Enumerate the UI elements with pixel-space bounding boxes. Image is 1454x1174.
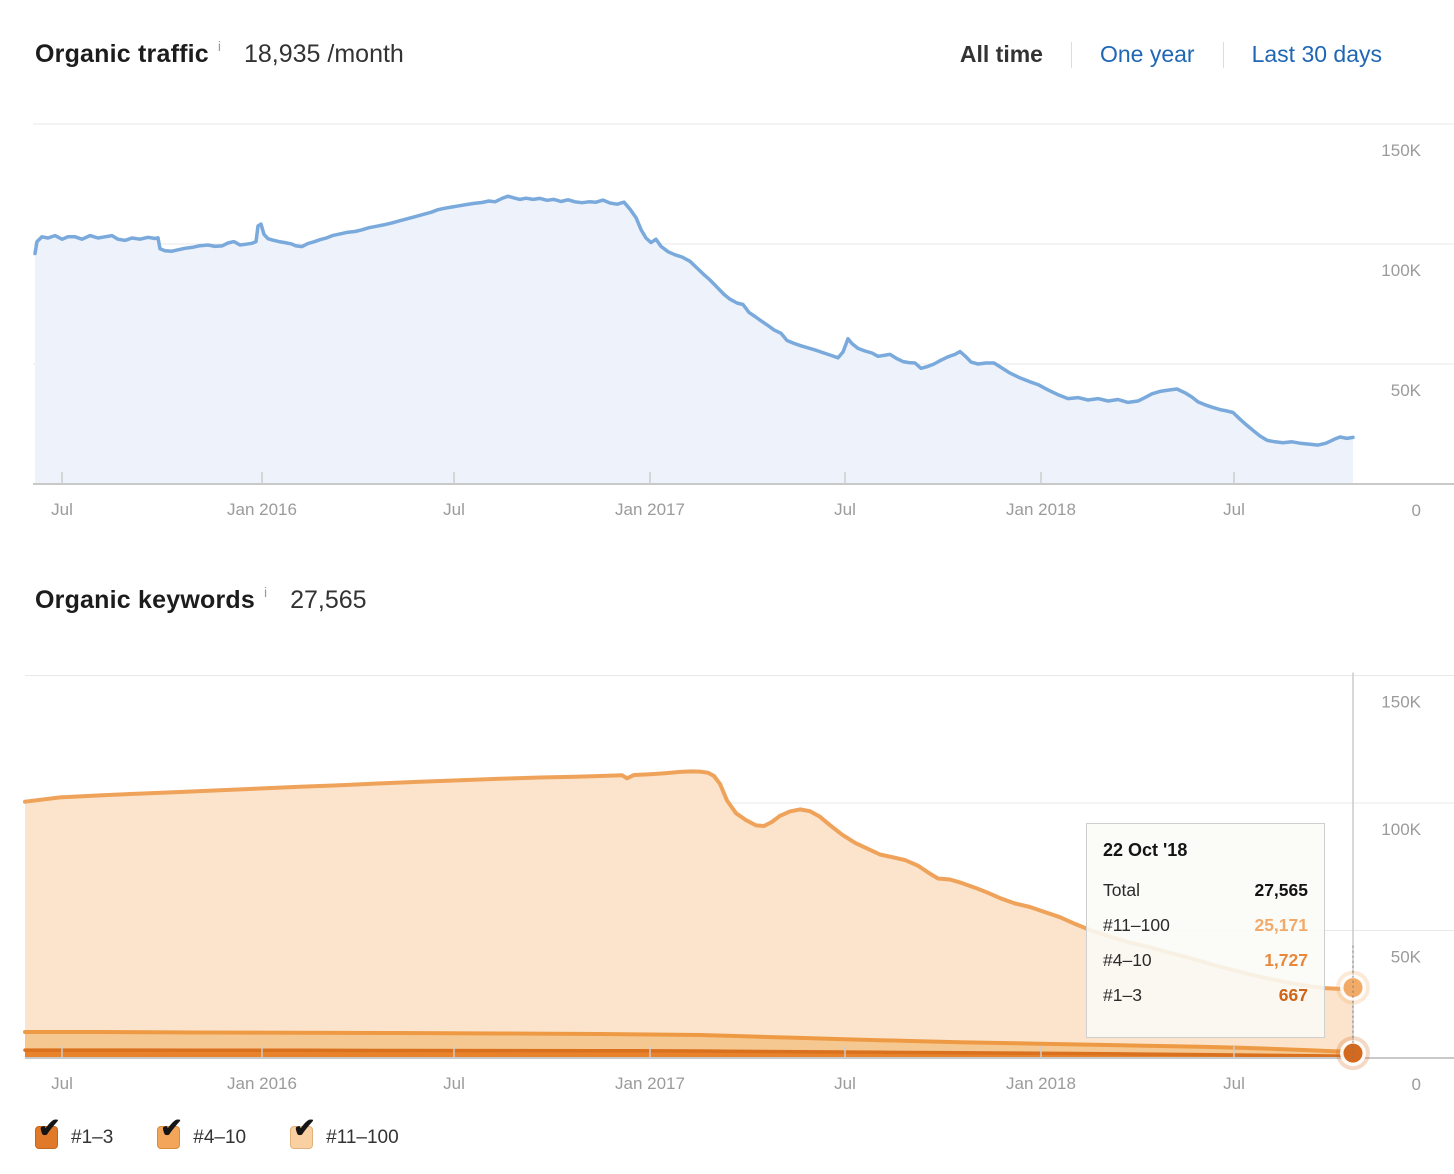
y-tick-label: 100K	[1381, 820, 1421, 839]
x-tick-label: Jan 2018	[1006, 500, 1076, 519]
y-tick-label: 150K	[1381, 693, 1421, 712]
tooltip-row-value: 667	[1278, 985, 1308, 1005]
tooltip-row-value: 27,565	[1254, 880, 1308, 900]
x-tick-label: Jan 2016	[227, 500, 297, 519]
tooltip-row-label: #11–100	[1103, 915, 1170, 935]
organic-keywords-chart: Jul Jan 2016 Jul Jan 2017 Jul Jan 2018 Jul 150K…	[23, 672, 1454, 1094]
y-tick-label: 0	[1412, 501, 1421, 520]
tooltip-row-value: 1,727	[1264, 950, 1308, 970]
tab-separator	[1222, 41, 1224, 68]
organic-traffic-value: 18,935 /month	[244, 40, 404, 68]
x-tick-label: Jul	[1223, 500, 1245, 519]
organic-keywords-area-11-100-cumulative-total	[25, 771, 1353, 1058]
legend-label: #11–100	[326, 1126, 399, 1148]
legend-checkbox-1-3[interactable]: ✔	[35, 1115, 61, 1149]
legend-checkbox-4-10[interactable]: ✔	[157, 1115, 183, 1149]
tooltip-row-total: Total 27,565	[1103, 873, 1308, 908]
tab-one-year[interactable]: One year	[1099, 41, 1195, 67]
tooltip-row-label: #4–10	[1103, 950, 1152, 970]
tab-last-30-days[interactable]: Last 30 days	[1251, 41, 1382, 67]
keywords-legend: ✔ #1–3 ✔ #4–10 ✔ #11–100	[35, 1115, 399, 1149]
y-tick-label: 150K	[1381, 141, 1421, 160]
hover-marker	[1343, 1043, 1363, 1063]
tooltip-row-value: 25,171	[1254, 915, 1308, 935]
organic-traffic-chart: Jul Jan 2016 Jul Jan 2017 Jul Jan 2018 Jul 150K…	[33, 123, 1454, 520]
time-range-tabs: All time One year Last 30 days	[960, 41, 1382, 68]
organic-traffic-header: Organic traffic i 18,935 /month All time…	[35, 38, 1382, 69]
x-tick-label: Jan 2017	[615, 1074, 685, 1093]
y-tick-label: 100K	[1381, 261, 1421, 280]
info-icon[interactable]: i	[217, 38, 221, 54]
legend-item-1-3[interactable]: ✔ #1–3	[35, 1115, 114, 1149]
tooltip-date: 22 Oct '18	[1103, 840, 1188, 860]
x-tick-label: Jul	[834, 500, 856, 519]
tooltip-rows: Total 27,565 #11–100 25,171 #4–10 1,727 #1–3 66…	[1103, 873, 1308, 1013]
x-tick-label: Jul	[1223, 1074, 1245, 1093]
tooltip-row-11-100: #11–100 25,171	[1103, 908, 1308, 943]
organic-keywords-value: 27,565	[290, 586, 367, 614]
checkmark-icon: ✔	[293, 1113, 316, 1143]
chart-tooltip: 22 Oct '18 Total 27,565 #11–100 25,171 #4–10…	[1086, 823, 1325, 1038]
y-tick-label: 50K	[1391, 948, 1422, 967]
organic-traffic-area-organic-traffic	[35, 196, 1353, 484]
checkmark-icon: ✔	[38, 1113, 61, 1143]
checkmark-icon: ✔	[160, 1113, 183, 1143]
organic-keywords-line-1-3	[23, 1048, 1355, 1059]
x-tick-label: Jul	[443, 1074, 465, 1093]
organic-keywords-header: Organic keywords i 27,565	[35, 584, 1382, 615]
y-tick-label: 50K	[1391, 381, 1422, 400]
legend-label: #4–10	[193, 1126, 247, 1148]
info-icon[interactable]: i	[263, 584, 268, 600]
x-tick-label: Jul	[51, 500, 73, 519]
x-tick-label: Jul	[51, 1074, 73, 1093]
tab-separator	[1070, 41, 1072, 68]
organic-keywords-title: Organic keywords	[35, 586, 255, 614]
tooltip-row-4-10: #4–10 1,727	[1103, 943, 1308, 978]
tooltip-row-label: Total	[1103, 880, 1140, 900]
legend-item-11-100[interactable]: ✔ #11–100	[290, 1115, 399, 1149]
x-tick-label: Jan 2017	[615, 500, 685, 519]
x-tick-label: Jul	[834, 1074, 856, 1093]
legend-label: #1–3	[71, 1126, 114, 1148]
organic-traffic-title: Organic traffic	[35, 40, 209, 68]
tab-all-time[interactable]: All time	[959, 41, 1043, 67]
y-tick-label: 0	[1412, 1075, 1421, 1094]
tooltip-row-1-3: #1–3 667	[1103, 978, 1308, 1013]
organic-traffic-line-organic-traffic	[33, 194, 1355, 447]
tooltip-row-label: #1–3	[1103, 985, 1142, 1005]
legend-checkbox-11-100[interactable]: ✔	[290, 1115, 316, 1149]
x-tick-label: Jan 2018	[1006, 1074, 1076, 1093]
legend-item-4-10[interactable]: ✔ #4–10	[157, 1115, 247, 1149]
organic-keywords-line-4-10-cumulative-with-1-3	[23, 1030, 1355, 1054]
x-tick-label: Jul	[443, 500, 465, 519]
x-tick-label: Jan 2016	[227, 1074, 297, 1093]
